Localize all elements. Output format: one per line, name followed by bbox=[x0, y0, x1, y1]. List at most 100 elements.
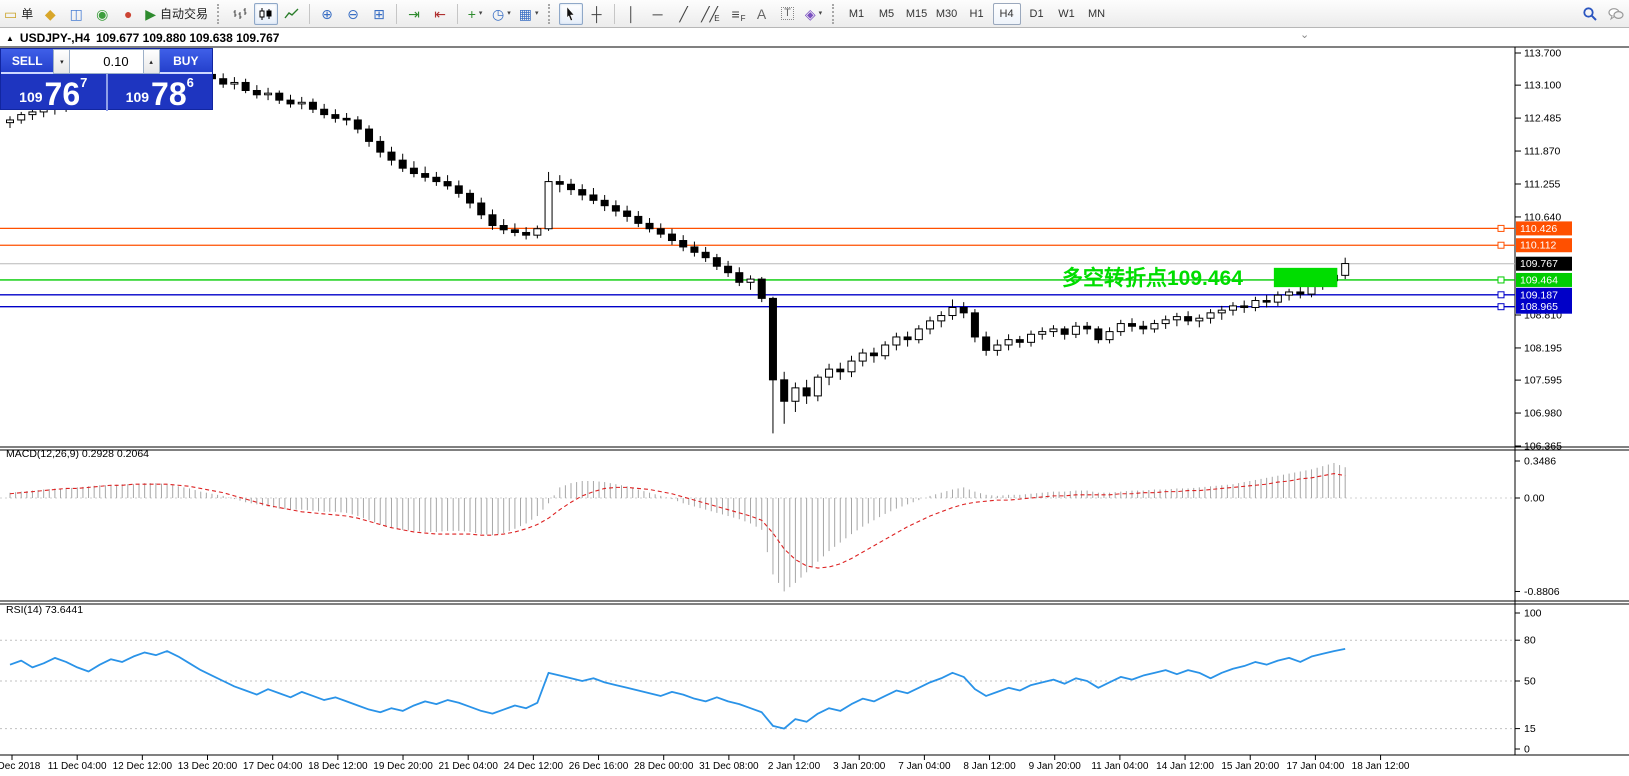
timeframe-button-m15[interactable]: M15 bbox=[905, 7, 928, 20]
chart-symbol-title: USDJPY-,H4 bbox=[19, 31, 90, 45]
text-label-icon: T bbox=[781, 7, 794, 20]
svg-text:8 Jan 12:00: 8 Jan 12:00 bbox=[963, 761, 1016, 772]
text-icon: A bbox=[756, 5, 767, 22]
volume-input[interactable]: 0.10 bbox=[70, 49, 143, 74]
cursor-button[interactable] bbox=[558, 2, 583, 25]
toolbar-grip[interactable] bbox=[547, 3, 553, 24]
timeframe-button-mn[interactable]: MN bbox=[1087, 7, 1106, 20]
svg-text:110.426: 110.426 bbox=[1520, 223, 1557, 235]
buy-price[interactable]: 109 78 6 bbox=[106, 74, 213, 111]
toolbar: ▭ 单 ◆ ◫ ◉ ● ▶ 自动交易 ⊕ ⊖ ⊞ ⇥ ⇤ + ▾ ◷ ▾ ▦ ▾ ┼ │ ─ ╱ ╱╱ E ≡ F A T ◈ ▾ M1 M5 M… bbox=[0, 0, 1629, 28]
new-order-button[interactable]: ▭ 单 bbox=[1, 3, 36, 25]
linechart-icon bbox=[284, 8, 299, 18]
annotation-text[interactable]: 多空转折点109.464 bbox=[1062, 266, 1243, 290]
svg-text:80: 80 bbox=[1524, 635, 1536, 647]
chart-shift-button[interactable]: ⇤ bbox=[428, 3, 452, 25]
text-button[interactable]: A bbox=[750, 3, 774, 25]
chevron-down-icon[interactable]: ⌄ bbox=[1300, 29, 1310, 41]
line-chart-button[interactable] bbox=[280, 3, 304, 25]
horizontal-line-button[interactable]: ─ bbox=[646, 3, 670, 25]
templates-button[interactable]: ▦ ▾ bbox=[516, 3, 542, 25]
line-handle[interactable] bbox=[1497, 303, 1505, 311]
vertical-line-button[interactable]: │ bbox=[620, 3, 644, 25]
templates-icon: ▦ bbox=[518, 5, 533, 22]
horizontal-line-icon: ─ bbox=[652, 5, 663, 22]
zoom-in-button[interactable]: ⊕ bbox=[315, 3, 339, 25]
autotrading-button[interactable]: ▶ 自动交易 bbox=[142, 3, 211, 25]
toolbar-grip[interactable] bbox=[831, 3, 837, 24]
metaeditor-button[interactable]: ◆ bbox=[38, 3, 62, 25]
svg-text:18 Dec 12:00: 18 Dec 12:00 bbox=[308, 761, 368, 772]
timeframe-button-m5[interactable]: M5 bbox=[878, 7, 895, 20]
sell-price[interactable]: 109 76 7 bbox=[1, 74, 107, 111]
text-label-button[interactable]: T bbox=[776, 3, 800, 25]
rsi-pane: RSI(14) 73.6441 100 80 50 15 0 bbox=[0, 604, 1542, 756]
tile-windows-button[interactable]: ⊞ bbox=[367, 3, 391, 25]
autotrading-icon: ▶ bbox=[145, 5, 157, 22]
magnify-icon bbox=[1583, 6, 1597, 21]
dropdown-caret-icon[interactable]: ▾ bbox=[507, 10, 511, 17]
bar-chart-button[interactable] bbox=[228, 3, 252, 25]
sell-price-figure: 109 bbox=[19, 89, 43, 105]
candles bbox=[6, 55, 1350, 434]
svg-text:106.980: 106.980 bbox=[1524, 408, 1562, 420]
buy-price-pip: 6 bbox=[186, 75, 194, 90]
arrows-button[interactable]: ◈ ▾ bbox=[802, 3, 826, 25]
timeframe-button-h1[interactable]: H1 bbox=[969, 7, 984, 20]
candlestick-chart-button[interactable] bbox=[254, 2, 279, 25]
line-handle[interactable] bbox=[1497, 241, 1505, 249]
channel-button[interactable]: ╱╱ E bbox=[698, 3, 722, 25]
macd-label: MACD(12,26,9) 0.2928 0.2064 bbox=[6, 448, 149, 460]
timeframe-button-d1[interactable]: D1 bbox=[1029, 7, 1044, 20]
crosshair-button[interactable]: ┼ bbox=[585, 3, 609, 25]
time-axis[interactable]: 10 Dec 2018 11 Dec 04:00 12 Dec 12:00 13 De… bbox=[0, 755, 1410, 772]
volume-increase-button[interactable]: ▴ bbox=[142, 49, 160, 74]
dropdown-caret-icon[interactable]: ▾ bbox=[478, 10, 483, 17]
macd-signal-line bbox=[9, 473, 1346, 569]
trendline-icon: ╱ bbox=[679, 5, 688, 22]
toolbar-separator bbox=[396, 3, 398, 24]
svg-text:17 Dec 04:00: 17 Dec 04:00 bbox=[243, 761, 303, 772]
toolbar-grip[interactable] bbox=[217, 3, 222, 24]
svg-text:100: 100 bbox=[1524, 608, 1542, 620]
svg-text:108.195: 108.195 bbox=[1524, 342, 1562, 354]
zoom-out-button[interactable]: ⊖ bbox=[341, 3, 365, 25]
indicators-button[interactable]: + ▾ bbox=[463, 3, 487, 25]
line-handle[interactable] bbox=[1497, 224, 1505, 232]
annotation-rectangle[interactable] bbox=[1273, 267, 1338, 288]
chat-button[interactable] bbox=[1604, 3, 1628, 25]
timeframe-button-m30[interactable]: M30 bbox=[935, 7, 958, 20]
timeframe-button-h4[interactable]: H4 bbox=[992, 2, 1021, 25]
market-button[interactable]: ● bbox=[116, 3, 140, 25]
timeframe-button-m1[interactable]: M1 bbox=[848, 7, 865, 20]
channel-icon: ╱╱ bbox=[701, 5, 718, 22]
timeframe-button-w1[interactable]: W1 bbox=[1058, 7, 1075, 20]
svg-text:13 Dec 20:00: 13 Dec 20:00 bbox=[178, 761, 238, 772]
line-handle[interactable] bbox=[1497, 291, 1505, 299]
price-axis[interactable]: 113.700 113.100 112.485 111.870 111.255 110.6… bbox=[1515, 47, 1572, 453]
search-button[interactable] bbox=[1578, 3, 1602, 25]
periods-button[interactable]: ◷ ▾ bbox=[489, 3, 514, 25]
svg-text:0.3486: 0.3486 bbox=[1524, 455, 1556, 467]
dropdown-caret-icon[interactable]: ▾ bbox=[818, 10, 823, 17]
line-handle[interactable] bbox=[1497, 276, 1505, 284]
buy-button[interactable]: BUY bbox=[159, 49, 212, 74]
chart-window-icon: ◫ bbox=[69, 5, 83, 22]
dropdown-caret-icon[interactable]: ▾ bbox=[535, 10, 539, 17]
svg-text:112.485: 112.485 bbox=[1524, 113, 1561, 125]
volume-decrease-button[interactable]: ▾ bbox=[53, 49, 71, 74]
svg-text:11 Jan 04:00: 11 Jan 04:00 bbox=[1091, 761, 1149, 772]
svg-text:-0.8806: -0.8806 bbox=[1524, 586, 1560, 598]
svg-text:110.112: 110.112 bbox=[1520, 240, 1557, 252]
trendline-button[interactable]: ╱ bbox=[672, 3, 696, 25]
signals-button[interactable]: ◉ bbox=[90, 3, 114, 25]
svg-text:9 Jan 20:00: 9 Jan 20:00 bbox=[1029, 761, 1082, 772]
fibonacci-button[interactable]: ≡ F bbox=[724, 3, 748, 25]
window-triangle-icon[interactable]: ▲ bbox=[6, 33, 14, 43]
auto-scroll-button[interactable]: ⇥ bbox=[402, 3, 426, 25]
chart-window-button[interactable]: ◫ bbox=[64, 3, 88, 25]
chat-icon bbox=[1608, 7, 1624, 20]
svg-text:15: 15 bbox=[1524, 723, 1536, 735]
sell-button[interactable]: SELL bbox=[1, 49, 54, 74]
